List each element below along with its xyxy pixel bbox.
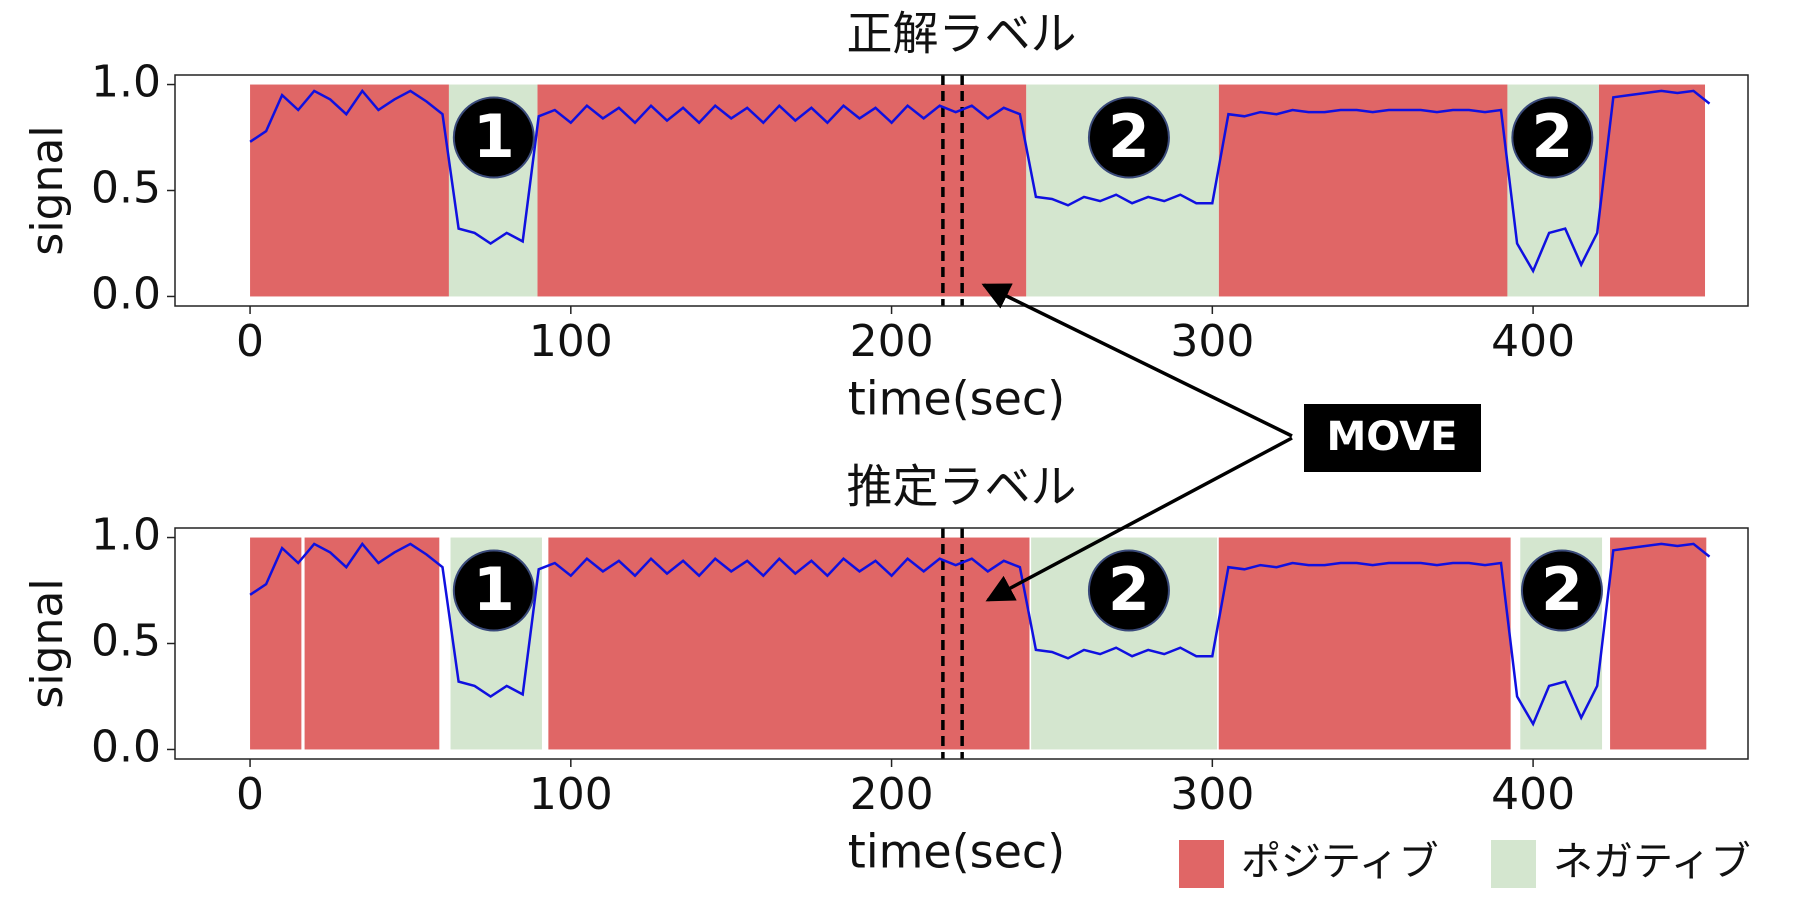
label-region — [537, 84, 1027, 297]
label-region — [1218, 84, 1508, 297]
y-tick-label: 0.0 — [91, 268, 161, 319]
legend-label: ネガティブ — [1553, 839, 1751, 885]
x-tick-label: 400 — [1491, 769, 1575, 820]
chart: 正解ラベル 1 2 2 0 100 200 300 400 0.0 0.5 1.0 time(sec) s… — [22, 7, 1749, 426]
signal-line — [249, 541, 1711, 727]
y-axis-label: signal — [22, 125, 73, 255]
x-tick-label: 300 — [1170, 769, 1254, 820]
move-arrow — [981, 283, 1293, 438]
badge — [1520, 549, 1603, 632]
badge-label: 2 — [1541, 555, 1583, 625]
x-tick-label: 0 — [236, 769, 264, 820]
y-tick-label: 1.0 — [91, 510, 161, 561]
y-tick-label: 0.5 — [91, 163, 161, 214]
badge — [1087, 96, 1170, 179]
y-tick-label: 0.5 — [91, 616, 161, 667]
label-region — [1218, 537, 1511, 750]
y-tick-label: 0.0 — [91, 721, 161, 772]
badge-label: 2 — [1531, 102, 1573, 172]
badge-label: 2 — [1108, 555, 1150, 625]
chart-title: 推定ラベル — [847, 460, 1077, 514]
label-region — [1598, 84, 1706, 297]
x-tick-label: 200 — [850, 769, 934, 820]
legend-swatch — [1491, 840, 1536, 888]
legend-swatch — [1179, 840, 1224, 888]
badge — [452, 549, 535, 632]
badge-label: 1 — [473, 555, 515, 625]
badge-label: 1 — [473, 102, 515, 172]
y-tick-label: 1.0 — [91, 57, 161, 108]
move-arrow — [985, 436, 1293, 602]
x-axis-label: time(sec) — [848, 372, 1065, 426]
x-axis-label: time(sec) — [848, 825, 1065, 879]
badge — [1511, 96, 1594, 179]
label-region — [304, 537, 440, 750]
label-region — [250, 84, 449, 297]
x-tick-label: 400 — [1491, 316, 1575, 367]
label-region — [1610, 537, 1707, 750]
x-tick-label: 100 — [529, 316, 613, 367]
x-tick-label: 0 — [236, 316, 264, 367]
badge — [452, 96, 535, 179]
legend-label: ポジティブ — [1241, 839, 1439, 885]
label-region — [548, 537, 1030, 750]
signal-line — [249, 88, 1711, 274]
move-box — [1304, 404, 1481, 472]
label-region — [250, 537, 302, 750]
badge-label: 2 — [1108, 102, 1150, 172]
y-axis-label: signal — [22, 578, 73, 708]
x-tick-label: 200 — [850, 316, 934, 367]
badge — [1087, 549, 1170, 632]
charts: 正解ラベル 1 2 2 0 100 200 300 400 0.0 0.5 1.0 time(sec) s… — [22, 7, 1751, 888]
x-tick-label: 100 — [529, 769, 613, 820]
x-tick-label: 300 — [1170, 316, 1254, 367]
move-label: MOVE — [1326, 414, 1457, 460]
chart: 推定ラベル 1 2 2 0 100 200 300 400 0.0 0.5 1.0 time(sec) s… — [22, 460, 1751, 888]
chart-title: 正解ラベル — [847, 7, 1077, 61]
